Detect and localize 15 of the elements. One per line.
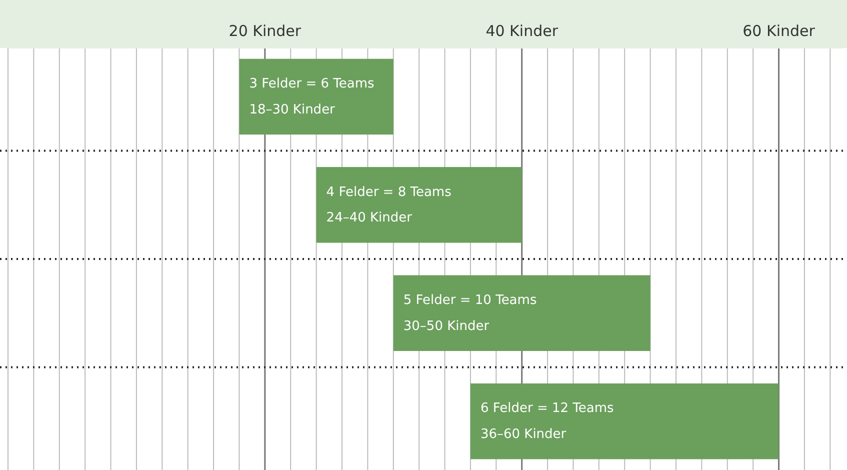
annotation: 6 Felder = 12 Teams [480, 401, 614, 416]
bar [470, 383, 779, 460]
bar [316, 167, 522, 243]
x-tick-label: 40 Kinder [486, 22, 559, 40]
data-label: 24–40 Kinder [326, 210, 413, 226]
annotation: 4 Felder = 8 Teams [326, 184, 452, 200]
annotation: 3 Felder = 6 Teams [249, 76, 375, 92]
x-tick-label: 20 Kinder [228, 22, 302, 40]
data-label: 18–30 Kinder [249, 102, 336, 118]
data-label: 36–60 Kinder [480, 426, 567, 442]
x-tick-label: 60 Kinder [742, 22, 816, 40]
bar [239, 58, 394, 135]
annotation: 5 Felder = 10 Teams [403, 293, 537, 308]
bar [393, 275, 650, 351]
data-label: 30–50 Kinder [403, 318, 490, 334]
